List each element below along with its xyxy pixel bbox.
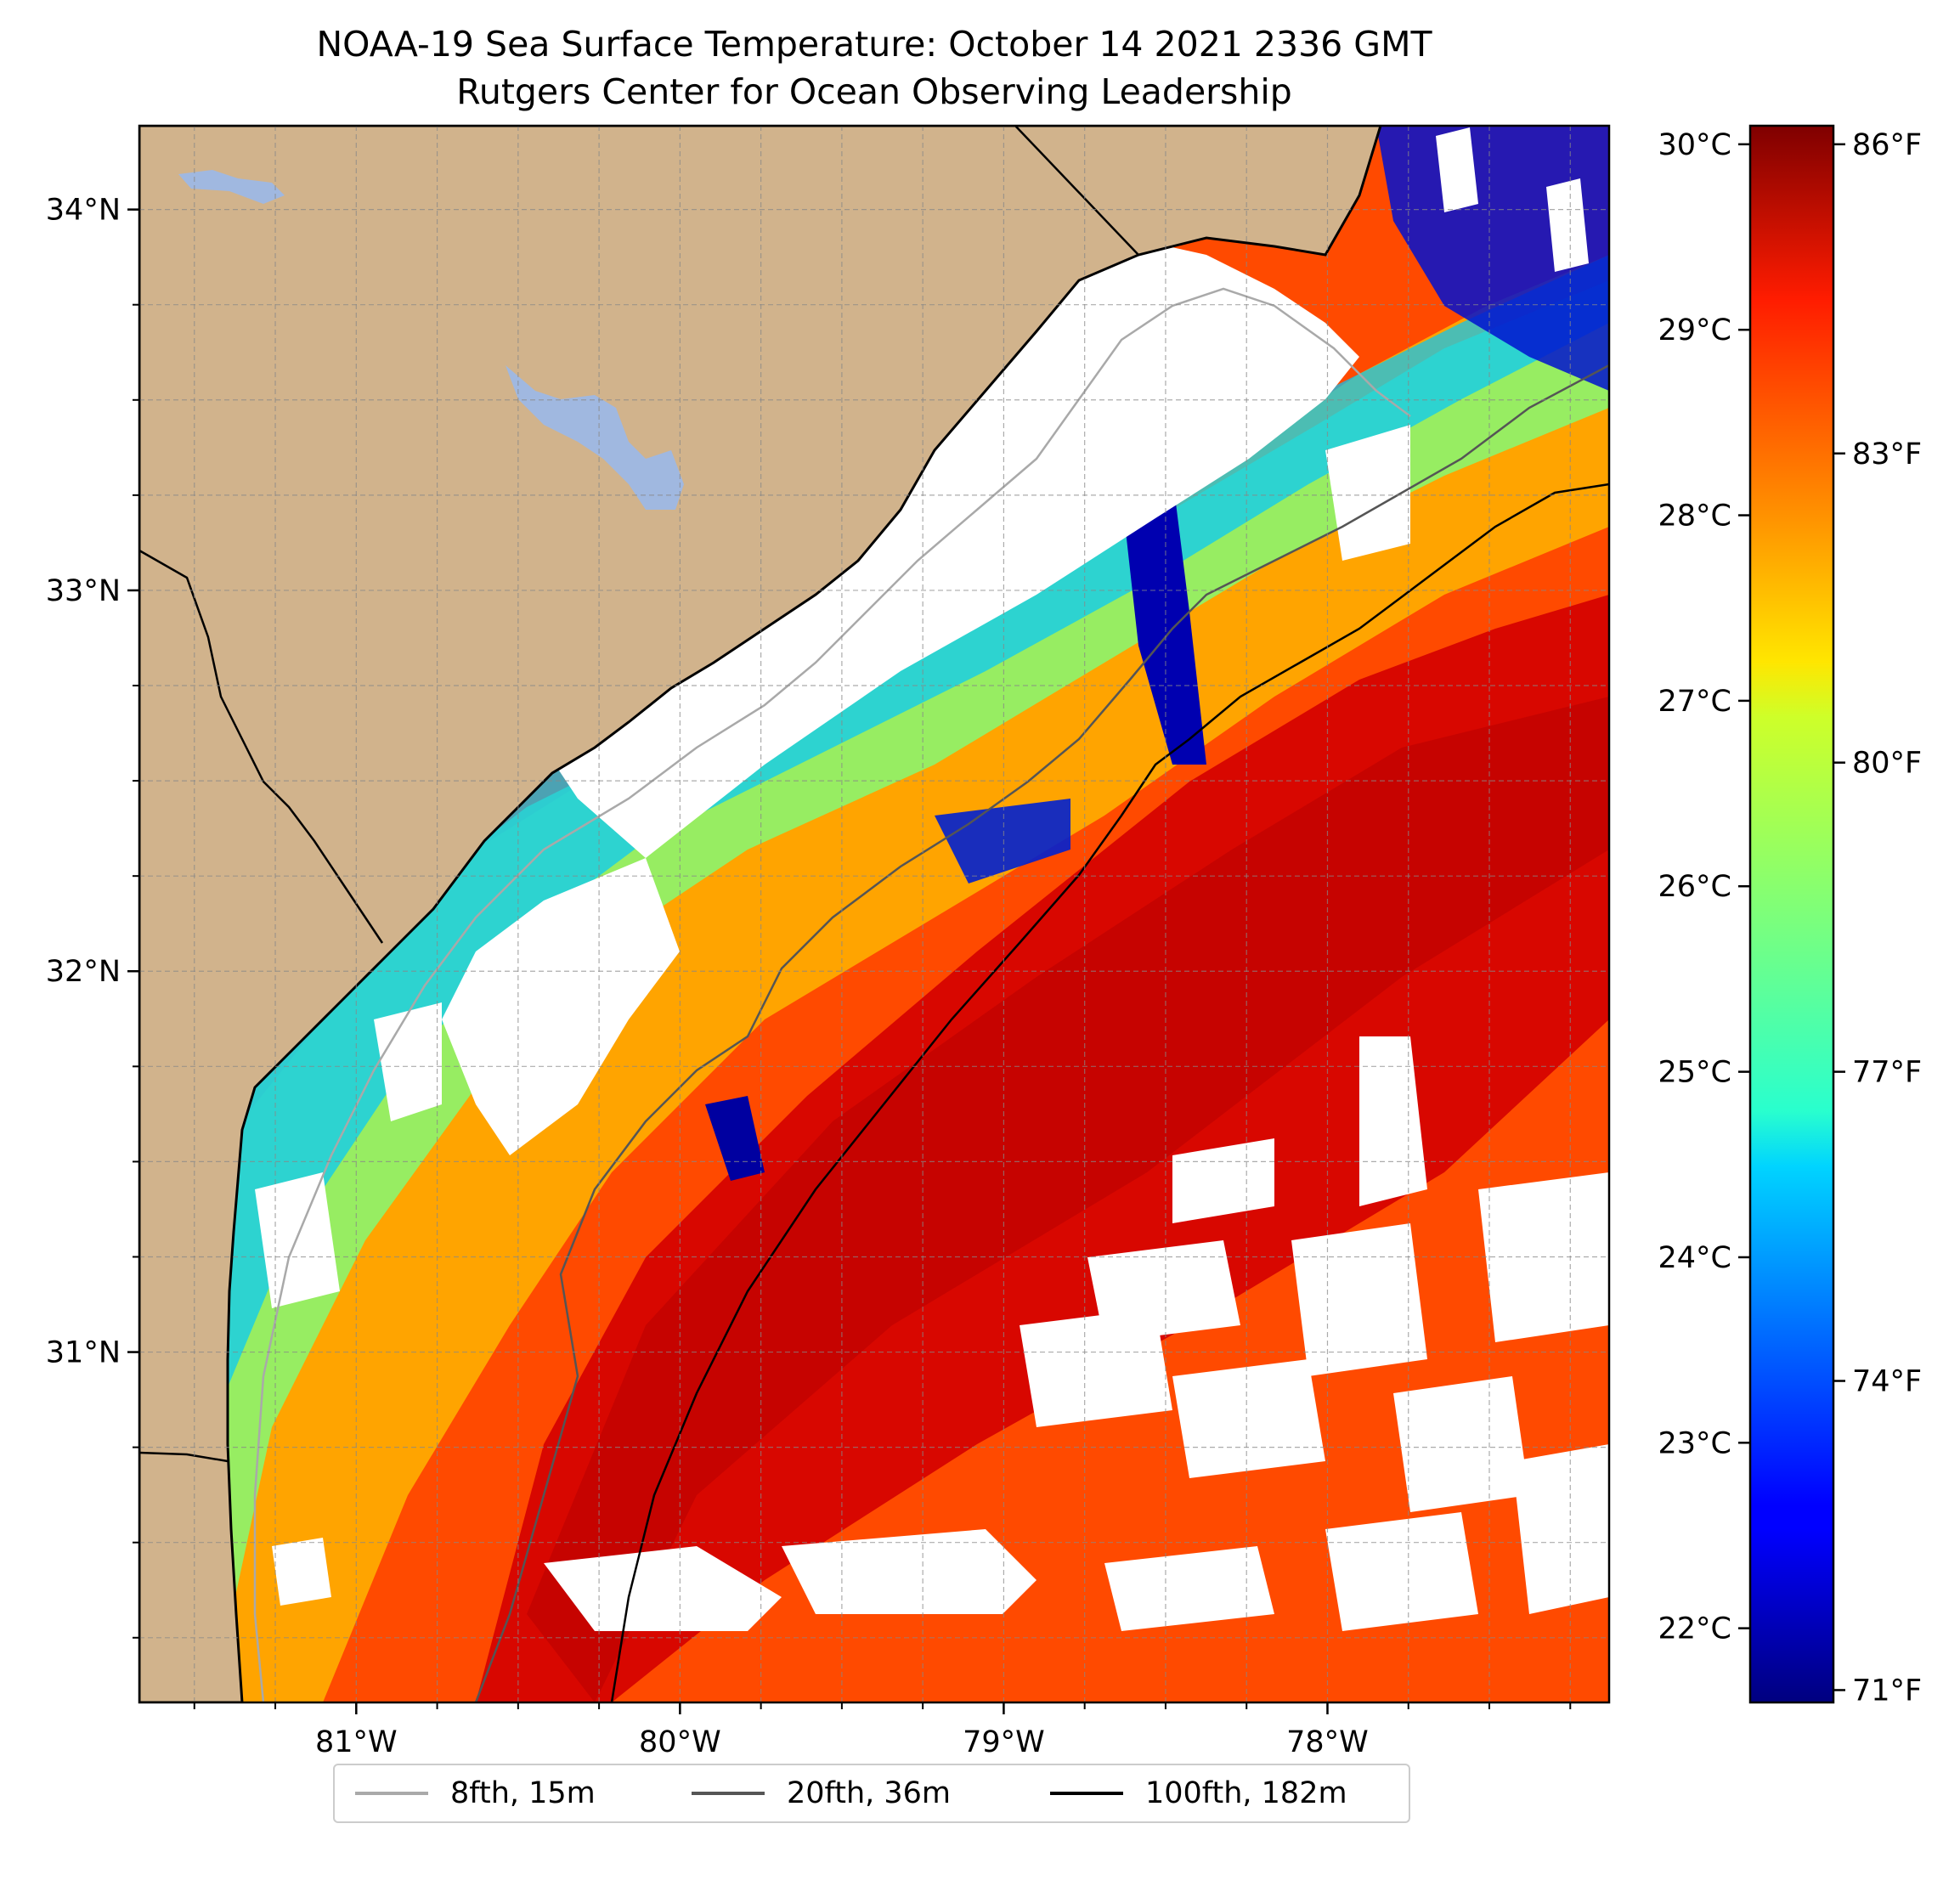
cbar-label-fahrenheit: 74°F bbox=[1852, 1365, 1922, 1399]
map-title: NOAA-19 Sea Surface Temperature: October… bbox=[316, 24, 1432, 65]
cbar-label-fahrenheit: 83°F bbox=[1852, 438, 1922, 471]
map-gridlines bbox=[139, 126, 1609, 1702]
land-coastline bbox=[139, 126, 1382, 1702]
legend-entry-182m: 100fth, 182m bbox=[1050, 1765, 1347, 1821]
cbar-label-fahrenheit: 71°F bbox=[1852, 1674, 1922, 1708]
cloud-mask-c bbox=[1172, 1138, 1274, 1223]
cloud-mask-k bbox=[544, 1546, 782, 1631]
cbar-label-celsius: 26°C bbox=[1658, 870, 1731, 904]
isobath-36m bbox=[474, 364, 1609, 1702]
cold-patch-mid bbox=[935, 799, 1070, 884]
gulf-stream-hot-band bbox=[527, 697, 1609, 1702]
legend-entry-15m: 8fth, 15m bbox=[355, 1765, 596, 1821]
cloud-mask-s bbox=[272, 1538, 331, 1606]
cloud-mask-i bbox=[1393, 1376, 1529, 1512]
tick-label-lon: 79°W bbox=[963, 1725, 1045, 1759]
cbar-label-celsius: 30°C bbox=[1658, 128, 1731, 162]
state-border-ga-fl bbox=[139, 1451, 229, 1463]
legend-line-182m bbox=[1050, 1792, 1123, 1795]
shelf-warm-band bbox=[139, 255, 1609, 1702]
state-border-sc-ga bbox=[139, 549, 384, 944]
tick-label-lon: 78°W bbox=[1286, 1725, 1369, 1759]
cbar-label-celsius: 29°C bbox=[1658, 313, 1731, 347]
cloud-mask-q bbox=[374, 1002, 442, 1121]
cloud-mask-b bbox=[1359, 1036, 1427, 1206]
legend-line-36m bbox=[692, 1792, 765, 1795]
cbar-label-fahrenheit: 77°F bbox=[1852, 1056, 1922, 1090]
cbar-label-celsius: 24°C bbox=[1658, 1241, 1731, 1275]
cbar-label-celsius: 28°C bbox=[1658, 500, 1731, 534]
inland-lake-marion bbox=[178, 170, 285, 204]
cloud-mask-m bbox=[1104, 1546, 1274, 1631]
map-plot-area bbox=[139, 126, 1609, 1702]
cold-patch-north bbox=[1121, 476, 1206, 765]
tick-label-lat: 32°N bbox=[46, 955, 121, 989]
cloud-mask-e bbox=[1291, 1223, 1427, 1376]
map-axes: 81°W 80°W 79°W 78°W 34°N 33°N 32°N 31°N bbox=[46, 194, 1572, 1759]
cloud-mask-g bbox=[1020, 1308, 1172, 1427]
colorbar-ticks: 30°C 29°C 28°C 27°C 26°C 25°C 24°C 23°C 22°C 86°F… bbox=[1658, 128, 1923, 1708]
legend-line-15m bbox=[355, 1792, 428, 1795]
cloud-mask-r bbox=[255, 1172, 340, 1308]
tick-label-lat: 33°N bbox=[46, 574, 121, 608]
cold-patch-shelf bbox=[705, 1096, 765, 1181]
cloud-mask-p bbox=[1436, 127, 1478, 212]
cloud-mask-j bbox=[1512, 1444, 1609, 1614]
legend-entry-36m: 20fth, 36m bbox=[692, 1765, 951, 1821]
cbar-label-celsius: 27°C bbox=[1658, 685, 1731, 719]
tick-label-lat: 31°N bbox=[46, 1336, 121, 1370]
isobath-legend: 8fth, 15m 20fth, 36m 100fth, 182m bbox=[333, 1764, 1410, 1823]
tick-label-lon: 80°W bbox=[639, 1725, 721, 1759]
cloud-mask-n bbox=[1325, 1512, 1478, 1631]
cloud-mask-o bbox=[1546, 178, 1589, 272]
cloud-mask-h bbox=[1172, 1359, 1325, 1478]
cbar-label-celsius: 25°C bbox=[1658, 1056, 1731, 1090]
cloud-mask-nearshore bbox=[544, 238, 1359, 858]
map-subtitle: Rutgers Center for Ocean Observing Leade… bbox=[456, 71, 1292, 112]
legend-label-36m: 20fth, 36m bbox=[787, 1776, 952, 1810]
legend-label-15m: 8fth, 15m bbox=[450, 1776, 596, 1810]
isobath-182m bbox=[610, 483, 1609, 1702]
cloud-mask-l bbox=[782, 1529, 1036, 1614]
cbar-label-celsius: 22°C bbox=[1658, 1612, 1731, 1646]
isobath-15m bbox=[253, 287, 1411, 1702]
cbar-label-fahrenheit: 86°F bbox=[1852, 128, 1922, 162]
cloud-mask-inner-shelf bbox=[442, 858, 680, 1155]
colorbar bbox=[1748, 124, 1835, 1704]
cloud-mask-a bbox=[1325, 425, 1410, 561]
tick-label-lat: 34°N bbox=[46, 194, 121, 228]
map-frame bbox=[138, 124, 1611, 1704]
tick-label-lon: 81°W bbox=[315, 1725, 398, 1759]
inland-lake-moultrie bbox=[506, 365, 684, 510]
cbar-label-fahrenheit: 80°F bbox=[1852, 747, 1922, 781]
state-border-nc-sc bbox=[1014, 126, 1139, 256]
legend-label-182m: 100fth, 182m bbox=[1145, 1776, 1347, 1810]
cbar-label-celsius: 23°C bbox=[1658, 1426, 1731, 1460]
